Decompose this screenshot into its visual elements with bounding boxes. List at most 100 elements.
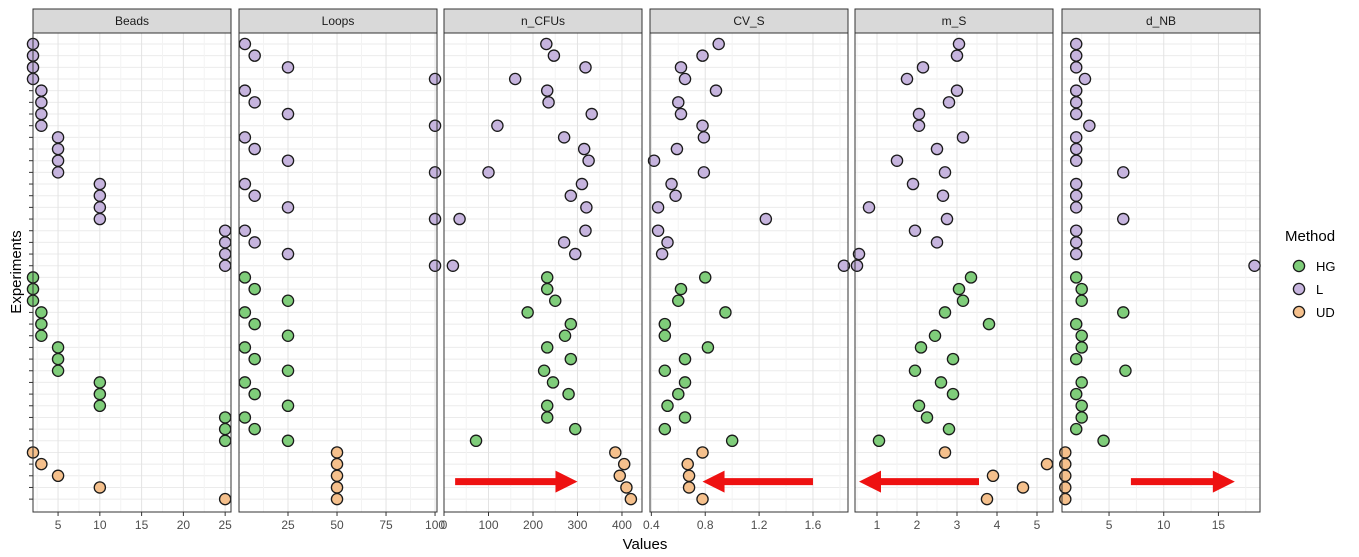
point-l bbox=[569, 247, 582, 261]
data-points bbox=[26, 37, 232, 506]
point-l bbox=[428, 72, 442, 86]
point-l bbox=[665, 177, 678, 191]
point-l bbox=[557, 131, 571, 144]
point-l bbox=[697, 166, 711, 179]
point-l bbox=[655, 247, 669, 261]
facet-strip bbox=[649, 8, 849, 34]
point-l bbox=[238, 177, 252, 191]
point-ud bbox=[1059, 469, 1072, 483]
point-l bbox=[579, 224, 592, 237]
point-ud bbox=[696, 492, 709, 506]
point-hg bbox=[564, 352, 578, 366]
point-hg bbox=[956, 294, 970, 307]
point-ud bbox=[35, 457, 48, 471]
point-hg bbox=[982, 317, 996, 331]
x-tick-label: 0.8 bbox=[697, 518, 714, 532]
panel-m-s: m_S 1 2 3 4 5 bbox=[850, 8, 1054, 532]
point-hg bbox=[546, 376, 560, 389]
panel-background bbox=[239, 33, 437, 512]
point-ud bbox=[51, 469, 65, 483]
x-axis-ticks: 25 50 75 100 bbox=[281, 512, 445, 532]
point-l bbox=[564, 189, 578, 202]
point-ud bbox=[1059, 446, 1072, 459]
point-hg bbox=[658, 317, 672, 331]
facet-label: CV_S bbox=[733, 14, 764, 28]
point-l bbox=[238, 224, 252, 237]
point-l bbox=[669, 189, 682, 202]
point-ud bbox=[617, 457, 631, 471]
point-hg bbox=[964, 271, 978, 284]
point-hg bbox=[1075, 329, 1088, 342]
point-l bbox=[1069, 49, 1083, 62]
x-tick-label: 15 bbox=[1212, 518, 1226, 532]
point-l bbox=[696, 119, 709, 132]
point-hg bbox=[548, 294, 562, 307]
point-l bbox=[900, 72, 914, 86]
point-hg bbox=[719, 306, 732, 319]
point-l bbox=[1069, 177, 1083, 191]
point-l bbox=[697, 131, 711, 144]
legend-title: Method bbox=[1285, 228, 1335, 245]
point-hg bbox=[218, 422, 232, 436]
point-ud bbox=[93, 481, 107, 494]
point-l bbox=[218, 224, 232, 237]
point-l bbox=[906, 177, 920, 191]
point-l bbox=[950, 49, 964, 62]
x-tick-label: 100 bbox=[425, 518, 445, 532]
point-l bbox=[1069, 201, 1083, 214]
point-hg bbox=[674, 282, 688, 296]
x-axis-ticks: 0.4 0.8 1.2 1.6 bbox=[643, 512, 822, 532]
point-hg bbox=[35, 317, 48, 331]
point-hg bbox=[51, 364, 65, 378]
x-tick-label: 25 bbox=[218, 518, 232, 532]
point-l bbox=[51, 166, 65, 179]
x-tick-label: 300 bbox=[567, 518, 587, 532]
point-hg bbox=[281, 294, 295, 307]
legend-key bbox=[1292, 282, 1306, 296]
point-ud bbox=[696, 446, 709, 459]
facet-strip bbox=[443, 8, 643, 34]
point-hg bbox=[540, 411, 554, 424]
point-l bbox=[281, 61, 295, 74]
arrow-shape bbox=[859, 470, 979, 493]
x-tick-label: 15 bbox=[135, 518, 149, 532]
point-l bbox=[1117, 212, 1130, 226]
point-l bbox=[35, 119, 48, 132]
point-hg bbox=[540, 271, 554, 284]
point-l bbox=[1083, 119, 1096, 132]
point-hg bbox=[698, 271, 712, 284]
point-hg bbox=[51, 341, 65, 354]
point-hg bbox=[93, 387, 107, 401]
point-l bbox=[1069, 84, 1083, 97]
point-hg bbox=[51, 352, 65, 366]
point-hg bbox=[1075, 411, 1088, 424]
x-axis-ticks: 0 100 200 300 400 bbox=[441, 512, 632, 532]
point-l bbox=[1069, 107, 1083, 121]
point-hg bbox=[564, 317, 578, 331]
point-l bbox=[936, 189, 950, 202]
point-hg bbox=[1069, 317, 1083, 331]
point-hg bbox=[1069, 352, 1083, 366]
grid-lines bbox=[33, 33, 231, 512]
point-l bbox=[35, 84, 48, 97]
point-l bbox=[508, 72, 522, 86]
x-tick-label: 10 bbox=[93, 518, 107, 532]
point-l bbox=[51, 142, 65, 156]
point-ud bbox=[682, 469, 696, 483]
point-hg bbox=[521, 306, 534, 319]
x-tick-label: 1.2 bbox=[751, 518, 768, 532]
point-l bbox=[557, 236, 571, 249]
x-tick-label: 5 bbox=[55, 518, 62, 532]
point-l bbox=[281, 107, 295, 121]
point-hg bbox=[1117, 306, 1130, 319]
point-l bbox=[446, 259, 460, 272]
point-hg bbox=[540, 399, 554, 413]
panel-loops: Loops 25 50 75 100 bbox=[238, 8, 445, 532]
point-hg bbox=[238, 376, 252, 389]
point-hg bbox=[248, 317, 261, 331]
point-l bbox=[218, 236, 232, 249]
grid-lines bbox=[1062, 33, 1260, 512]
arrow-shape bbox=[702, 470, 813, 493]
legend-entry-hg: HG bbox=[1292, 259, 1336, 274]
